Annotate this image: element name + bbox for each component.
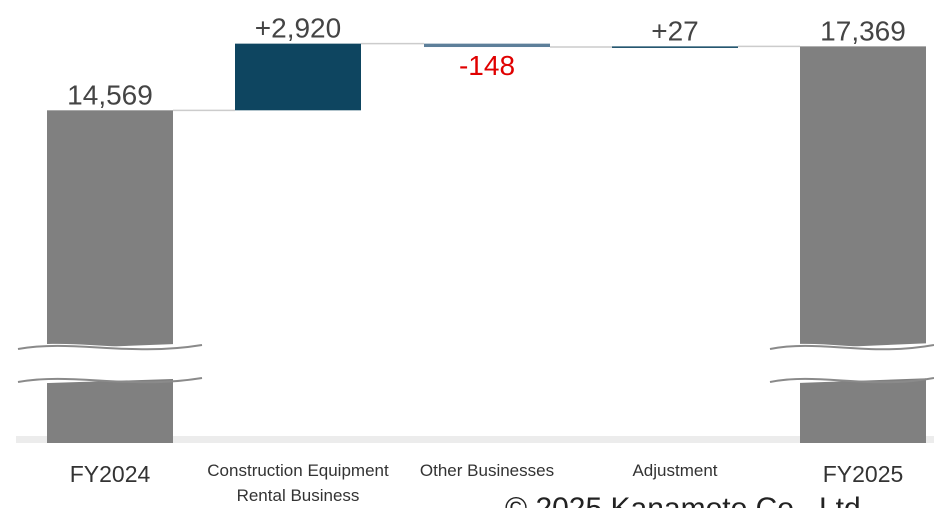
value-label: -148 bbox=[459, 50, 515, 81]
bar bbox=[612, 46, 738, 48]
x-tick-label: Other Businesses bbox=[419, 461, 555, 480]
baseline bbox=[16, 436, 934, 443]
footer: © 2025 Kanamoto Co., Ltd. bbox=[505, 492, 869, 508]
value-label: +27 bbox=[651, 15, 699, 46]
value-label: 17,369 bbox=[820, 15, 906, 46]
x-tick-label: FY2024 bbox=[69, 461, 151, 487]
axis-break-line bbox=[17, 344, 203, 351]
bar bbox=[424, 43, 550, 48]
bar bbox=[235, 43, 361, 111]
bar bbox=[800, 46, 926, 443]
axis-break-line bbox=[769, 377, 934, 384]
x-tick-label: Construction Equipment Rental Business bbox=[207, 461, 389, 505]
value-label: +2,920 bbox=[255, 13, 341, 44]
axis-break-line bbox=[17, 377, 203, 384]
bar bbox=[47, 110, 173, 443]
x-tick-label: Adjustment bbox=[632, 461, 718, 480]
axis-break-gap bbox=[770, 343, 934, 384]
x-tick-label: FY2025 bbox=[822, 461, 904, 487]
value-label: 14,569 bbox=[67, 79, 153, 110]
axis-break-line bbox=[769, 344, 934, 351]
axis-break-gap bbox=[18, 343, 202, 384]
